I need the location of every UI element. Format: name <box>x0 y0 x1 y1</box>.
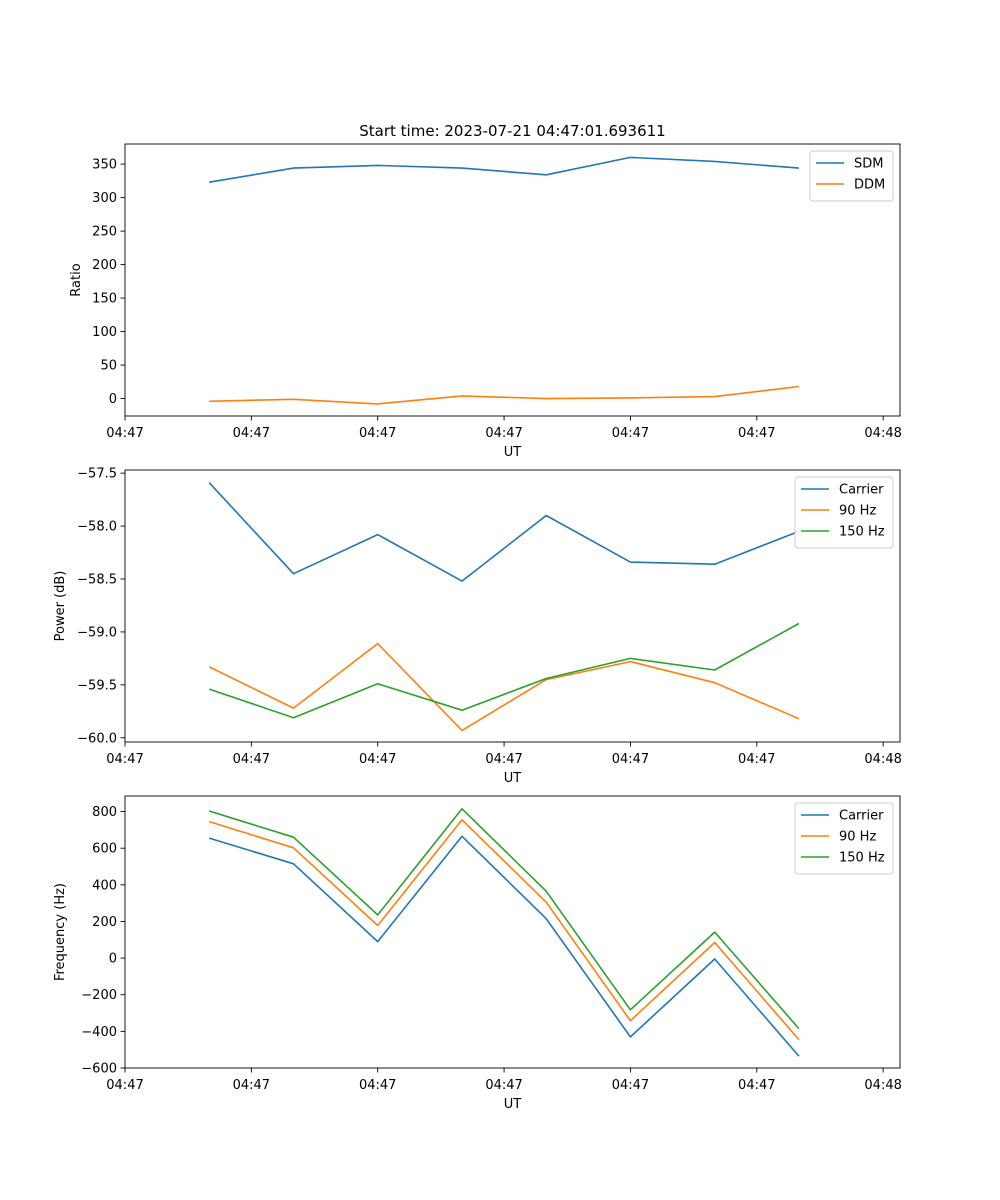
x-tick-label: 04:47 <box>106 1078 143 1093</box>
x-axis-label: UT <box>504 1097 522 1112</box>
legend-label: DDM <box>854 178 885 193</box>
x-tick-label: 04:48 <box>864 752 901 767</box>
x-tick-label: 04:47 <box>106 752 143 767</box>
chart-panel-1: 04:47 04:47 04:47 04:47 04:47 04:47 04:48 0 50 10… <box>69 143 902 460</box>
y-tick-label: 250 <box>92 225 117 240</box>
x-tick-label: 04:47 <box>233 1078 270 1093</box>
axes-frame <box>124 795 901 1069</box>
y-tick-label: 100 <box>92 325 117 340</box>
y-tick-label: 0 <box>109 392 117 407</box>
y-tick-label: 200 <box>92 258 117 273</box>
series-line-carrier <box>208 482 800 582</box>
y-tick-label: −60.0 <box>77 731 117 746</box>
y-tick-label: −58.5 <box>77 573 117 588</box>
y-tick-label: −57.5 <box>77 467 117 482</box>
x-tick-label: 04:47 <box>485 1078 522 1093</box>
series-line-90-hz <box>208 642 800 732</box>
series-line-carrier <box>208 835 800 1057</box>
x-tick-label: 04:47 <box>359 752 396 767</box>
series-line-90-hz <box>208 818 800 1041</box>
x-tick-label: 04:47 <box>738 1078 775 1093</box>
x-tick-label: 04:47 <box>738 426 775 441</box>
legend-label: Carrier <box>839 809 884 824</box>
y-tick-label: −59.0 <box>77 625 117 640</box>
axes-frame <box>124 469 901 743</box>
x-tick-label: 04:47 <box>485 752 522 767</box>
legend-label: Carrier <box>839 483 884 498</box>
chart-panel-2: 04:47 04:47 04:47 04:47 04:47 04:47 04:48 −60.0… <box>53 467 902 786</box>
y-axis-label: Frequency (Hz) <box>53 883 68 981</box>
y-tick-label: −200 <box>81 988 117 1003</box>
x-tick-label: 04:47 <box>612 1078 649 1093</box>
series-line-150-hz <box>208 807 800 1030</box>
y-tick-label: 300 <box>92 191 117 206</box>
legend: Carrier 90 Hz 150 Hz <box>794 802 894 875</box>
y-tick-label: 800 <box>92 805 117 820</box>
x-tick-label: 04:48 <box>864 426 901 441</box>
y-tick-label: −58.0 <box>77 520 117 535</box>
chart-panel-3: 04:47 04:47 04:47 04:47 04:47 04:47 04:48 −600 −… <box>53 795 902 1112</box>
x-axis-label: UT <box>504 445 522 460</box>
legend-label: 150 Hz <box>839 525 885 540</box>
y-tick-label: 350 <box>92 158 117 173</box>
legend-label: 90 Hz <box>839 830 876 845</box>
y-tick-label: 600 <box>92 842 117 857</box>
x-tick-label: 04:47 <box>485 426 522 441</box>
x-tick-label: 04:47 <box>612 426 649 441</box>
legend-label: 150 Hz <box>839 851 885 866</box>
y-tick-label: 400 <box>92 878 117 893</box>
series-line-ddm <box>209 385 799 405</box>
legend: SDM DDM <box>809 150 894 202</box>
legend-label: SDM <box>854 157 883 172</box>
figure-title: Start time: 2023-07-21 04:47:01.693611 <box>359 122 665 140</box>
x-tick-label: 04:47 <box>612 752 649 767</box>
series-line-sdm <box>209 156 799 183</box>
axes-frame <box>124 143 901 417</box>
y-axis-label: Power (dB) <box>53 571 68 642</box>
y-tick-label: −400 <box>81 1025 117 1040</box>
y-tick-label: 50 <box>100 359 117 374</box>
legend-label: 90 Hz <box>839 504 876 519</box>
y-tick-label: 150 <box>92 292 117 307</box>
y-tick-label: 200 <box>92 915 117 930</box>
y-tick-label: −600 <box>81 1062 117 1077</box>
x-tick-label: 04:47 <box>359 426 396 441</box>
x-tick-label: 04:47 <box>106 426 143 441</box>
x-tick-label: 04:47 <box>233 426 270 441</box>
y-tick-label: 0 <box>109 952 117 967</box>
x-tick-label: 04:47 <box>738 752 775 767</box>
x-tick-label: 04:48 <box>864 1078 901 1093</box>
legend: Carrier 90 Hz 150 Hz <box>794 476 894 549</box>
x-axis-label: UT <box>504 771 522 786</box>
series-line-150-hz <box>208 622 800 719</box>
x-tick-label: 04:47 <box>233 752 270 767</box>
x-tick-label: 04:47 <box>359 1078 396 1093</box>
y-axis-label: Ratio <box>69 263 84 296</box>
y-tick-label: −59.5 <box>77 678 117 693</box>
